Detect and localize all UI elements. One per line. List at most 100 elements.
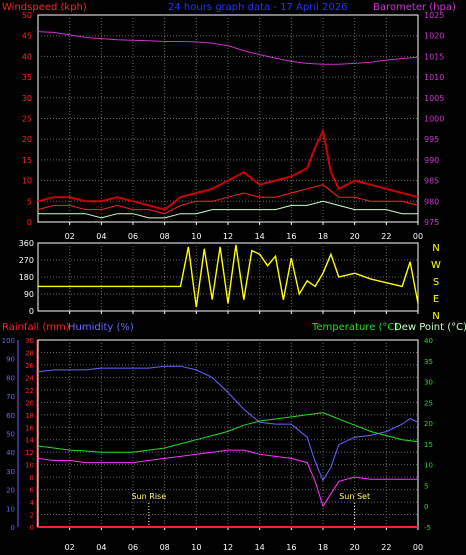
- humidity-ytick-100: 100: [2, 337, 15, 345]
- sunrise-label: Sun Rise: [132, 492, 167, 501]
- compass-label-1: W: [431, 260, 441, 271]
- direction-ytick-180: 180: [19, 273, 34, 282]
- climate-panel-xlabel-10: 10: [191, 543, 201, 552]
- climate-panel-xlabel-18: 18: [318, 543, 328, 552]
- temperature-ytick-0: 0: [424, 503, 428, 511]
- humidity-ytick-90: 90: [6, 356, 15, 364]
- baro-ytick-990: 990: [424, 156, 439, 165]
- wind-ytick-50: 50: [22, 11, 32, 20]
- climate-panel-xlabel-14: 14: [255, 543, 265, 552]
- humidity-ytick-0: 0: [11, 524, 15, 532]
- rainfall-ytick-10: 10: [25, 462, 34, 470]
- baro-ytick-1005: 1005: [424, 94, 444, 103]
- wind-panel-xlabel-00: 00: [413, 232, 423, 241]
- rainfall-ytick-0: 0: [30, 524, 34, 532]
- humidity-ytick-70: 70: [6, 393, 15, 401]
- temperature-ytick-20: 20: [424, 420, 433, 428]
- wind-panel-xlabel-20: 20: [350, 232, 360, 241]
- series-direction: [38, 244, 419, 308]
- baro-ytick-1015: 1015: [424, 52, 444, 61]
- baro-ytick-1025: 1025: [424, 11, 444, 20]
- humidity-label: Humidity (%): [68, 322, 134, 333]
- temperature-ytick--5: -5: [424, 524, 431, 532]
- climate-panel-xlabel-04: 04: [96, 543, 106, 552]
- sunset-label: Sun Set: [339, 492, 370, 501]
- humidity-ytick-30: 30: [6, 468, 15, 476]
- climate-panel-xlabel-02: 02: [65, 543, 75, 552]
- climate-panel-xlabel-08: 08: [160, 543, 170, 552]
- direction-ytick-270: 270: [19, 256, 34, 265]
- wind-ytick-25: 25: [22, 115, 32, 124]
- rainfall-ytick-24: 24: [25, 374, 34, 382]
- wind-panel-xlabel-18: 18: [318, 232, 328, 241]
- wind-ytick-20: 20: [22, 135, 32, 144]
- wind-panel-xlabel-06: 06: [128, 232, 138, 241]
- rainfall-ytick-4: 4: [30, 499, 35, 507]
- humidity-ytick-40: 40: [6, 449, 15, 457]
- wind-panel-xlabel-16: 16: [286, 232, 296, 241]
- compass-label-0: N: [432, 243, 439, 254]
- wind-ytick-10: 10: [22, 177, 32, 186]
- humidity-ytick-80: 80: [6, 374, 15, 382]
- wind-ytick-0: 0: [27, 218, 32, 227]
- series-wind_avg: [38, 200, 418, 219]
- series-wind: [37, 184, 419, 215]
- rainfall-ytick-12: 12: [25, 449, 34, 457]
- series-humidity: [37, 365, 419, 482]
- wind-panel-xlabel-04: 04: [96, 232, 106, 241]
- series-gust: [37, 127, 419, 211]
- wind-ytick-45: 45: [22, 32, 32, 41]
- baro-ytick-980: 980: [424, 197, 439, 206]
- humidity-ytick-20: 20: [6, 487, 15, 495]
- climate-panel-xlabel-20: 20: [350, 543, 360, 552]
- rainfall-ytick-28: 28: [25, 349, 34, 357]
- temperature-ytick-5: 5: [424, 482, 428, 490]
- temperature-ytick-15: 15: [424, 441, 433, 449]
- rainfall-ytick-20: 20: [25, 399, 34, 407]
- temperature-label: Temperature (°C): [311, 322, 398, 333]
- wind-ytick-15: 15: [22, 156, 32, 165]
- rainfall-ytick-26: 26: [25, 362, 34, 370]
- temperature-ytick-25: 25: [424, 399, 433, 407]
- chart-title: 24 hours graph data - 17 April 2026: [168, 2, 348, 13]
- climate-panel-xlabel-22: 22: [381, 543, 391, 552]
- compass-label-2: S: [433, 277, 439, 288]
- rainfall-ytick-6: 6: [30, 487, 35, 495]
- baro-ytick-985: 985: [424, 177, 439, 186]
- wind-panel-xlabel-22: 22: [381, 232, 391, 241]
- rainfall-ytick-2: 2: [30, 512, 34, 520]
- wind-panel-xlabel-14: 14: [255, 232, 265, 241]
- climate-panel-xlabel-16: 16: [286, 543, 296, 552]
- rainfall-ytick-30: 30: [25, 337, 34, 345]
- wind-ytick-40: 40: [22, 52, 32, 61]
- series-dewpoint: [37, 449, 418, 508]
- wind-ytick-30: 30: [22, 94, 32, 103]
- direction-ytick-360: 360: [19, 239, 34, 248]
- temperature-ytick-35: 35: [424, 358, 433, 366]
- rainfall-label: Rainfall (mm): [2, 322, 70, 333]
- wind-panel-xlabel-08: 08: [160, 232, 170, 241]
- temperature-ytick-30: 30: [424, 379, 433, 387]
- humidity-ytick-10: 10: [6, 505, 15, 513]
- windspeed-label: Windspeed (kph): [2, 2, 87, 13]
- compass-label-3: E: [433, 294, 439, 305]
- wind-panel-xlabel-10: 10: [191, 232, 201, 241]
- temperature-ytick-10: 10: [424, 462, 433, 470]
- rainfall-ytick-8: 8: [30, 474, 34, 482]
- direction-ytick-90: 90: [24, 290, 34, 299]
- baro-ytick-975: 975: [424, 218, 439, 227]
- rainfall-ytick-22: 22: [25, 387, 34, 395]
- wind-panel-xlabel-12: 12: [223, 232, 233, 241]
- wind-ytick-35: 35: [22, 73, 32, 82]
- climate-panel-xlabel-00: 00: [413, 543, 423, 552]
- baro-ytick-1010: 1010: [424, 73, 444, 82]
- series-barometer: [37, 31, 419, 65]
- wind-ytick-5: 5: [27, 197, 32, 206]
- series-temperature: [37, 412, 419, 453]
- direction-ytick-0: 0: [29, 307, 34, 316]
- humidity-ytick-60: 60: [6, 412, 15, 420]
- baro-ytick-1000: 1000: [424, 115, 444, 124]
- baro-ytick-995: 995: [424, 135, 439, 144]
- rainfall-ytick-16: 16: [25, 424, 34, 432]
